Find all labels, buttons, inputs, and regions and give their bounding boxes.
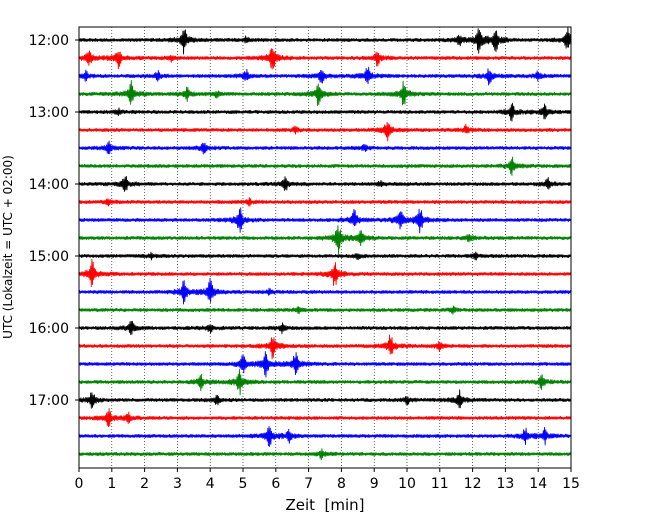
trace-lines: [78, 26, 572, 461]
seismogram-trace: [78, 351, 572, 378]
seismogram-trace: [78, 197, 572, 207]
x-axis-title: Zeit [min]: [285, 496, 364, 514]
seismogram-trace: [78, 251, 572, 261]
seismogram-trace: [78, 156, 572, 176]
y-tick-label: 12:00: [29, 33, 69, 49]
x-axis-ticks: 0 1 2 3 4 5 6 7 8 9 10 11 12 13 14 15: [75, 468, 580, 492]
seismogram-trace: [78, 121, 572, 142]
seismogram-trace: [78, 426, 572, 447]
x-tick-label: 11: [431, 476, 449, 492]
y-tick-label: 15:00: [29, 249, 69, 265]
x-tick-label: 13: [496, 476, 514, 492]
seismogram-trace: [78, 305, 572, 315]
y-tick-label: 13:00: [29, 105, 69, 121]
seismogram-trace: [78, 48, 572, 70]
seismogram-trace: [78, 102, 572, 122]
y-axis-ticks: 12:00 13:00 14:00 15:00 16:00 17:00: [29, 33, 79, 409]
seismogram-trace: [78, 26, 572, 55]
x-tick-label: 4: [206, 476, 215, 492]
x-tick-label: 3: [173, 476, 182, 492]
seismogram-trace: [78, 320, 572, 335]
seismogram-trace: [78, 369, 572, 396]
seismogram-trace: [78, 79, 572, 107]
seismogram-trace: [78, 225, 572, 255]
seismogram-trace: [78, 277, 572, 305]
seismogram-trace: [78, 334, 572, 360]
x-tick-label: 7: [304, 476, 313, 492]
seismogram-trace: [78, 207, 572, 234]
x-tick-label: 2: [140, 476, 149, 492]
seismogram-trace: [78, 448, 572, 461]
y-tick-label: 14:00: [29, 177, 69, 193]
x-tick-label: 5: [239, 476, 248, 492]
seismogram-trace: [78, 140, 572, 155]
x-tick-label: 1: [107, 476, 116, 492]
x-tick-label: 14: [529, 476, 547, 492]
y-tick-label: 17:00: [29, 393, 69, 409]
x-tick-label: 12: [464, 476, 482, 492]
seismogram-trace: [78, 175, 572, 192]
x-tick-label: 15: [562, 476, 580, 492]
seismogram-trace: [78, 408, 572, 428]
seismogram-trace: [78, 258, 572, 288]
seismogram-trace: [78, 66, 572, 86]
x-tick-label: 9: [370, 476, 379, 492]
y-tick-label: 16:00: [29, 321, 69, 337]
x-tick-label: 8: [337, 476, 346, 492]
plot-frame: [78, 26, 572, 469]
x-tick-label: 6: [271, 476, 280, 492]
x-tick-label: 10: [398, 476, 416, 492]
seismogram-trace: [78, 389, 572, 409]
y-axis-title: UTC (Lokalzeit = UTC + 02:00): [1, 155, 15, 339]
x-tick-label: 0: [75, 476, 84, 492]
